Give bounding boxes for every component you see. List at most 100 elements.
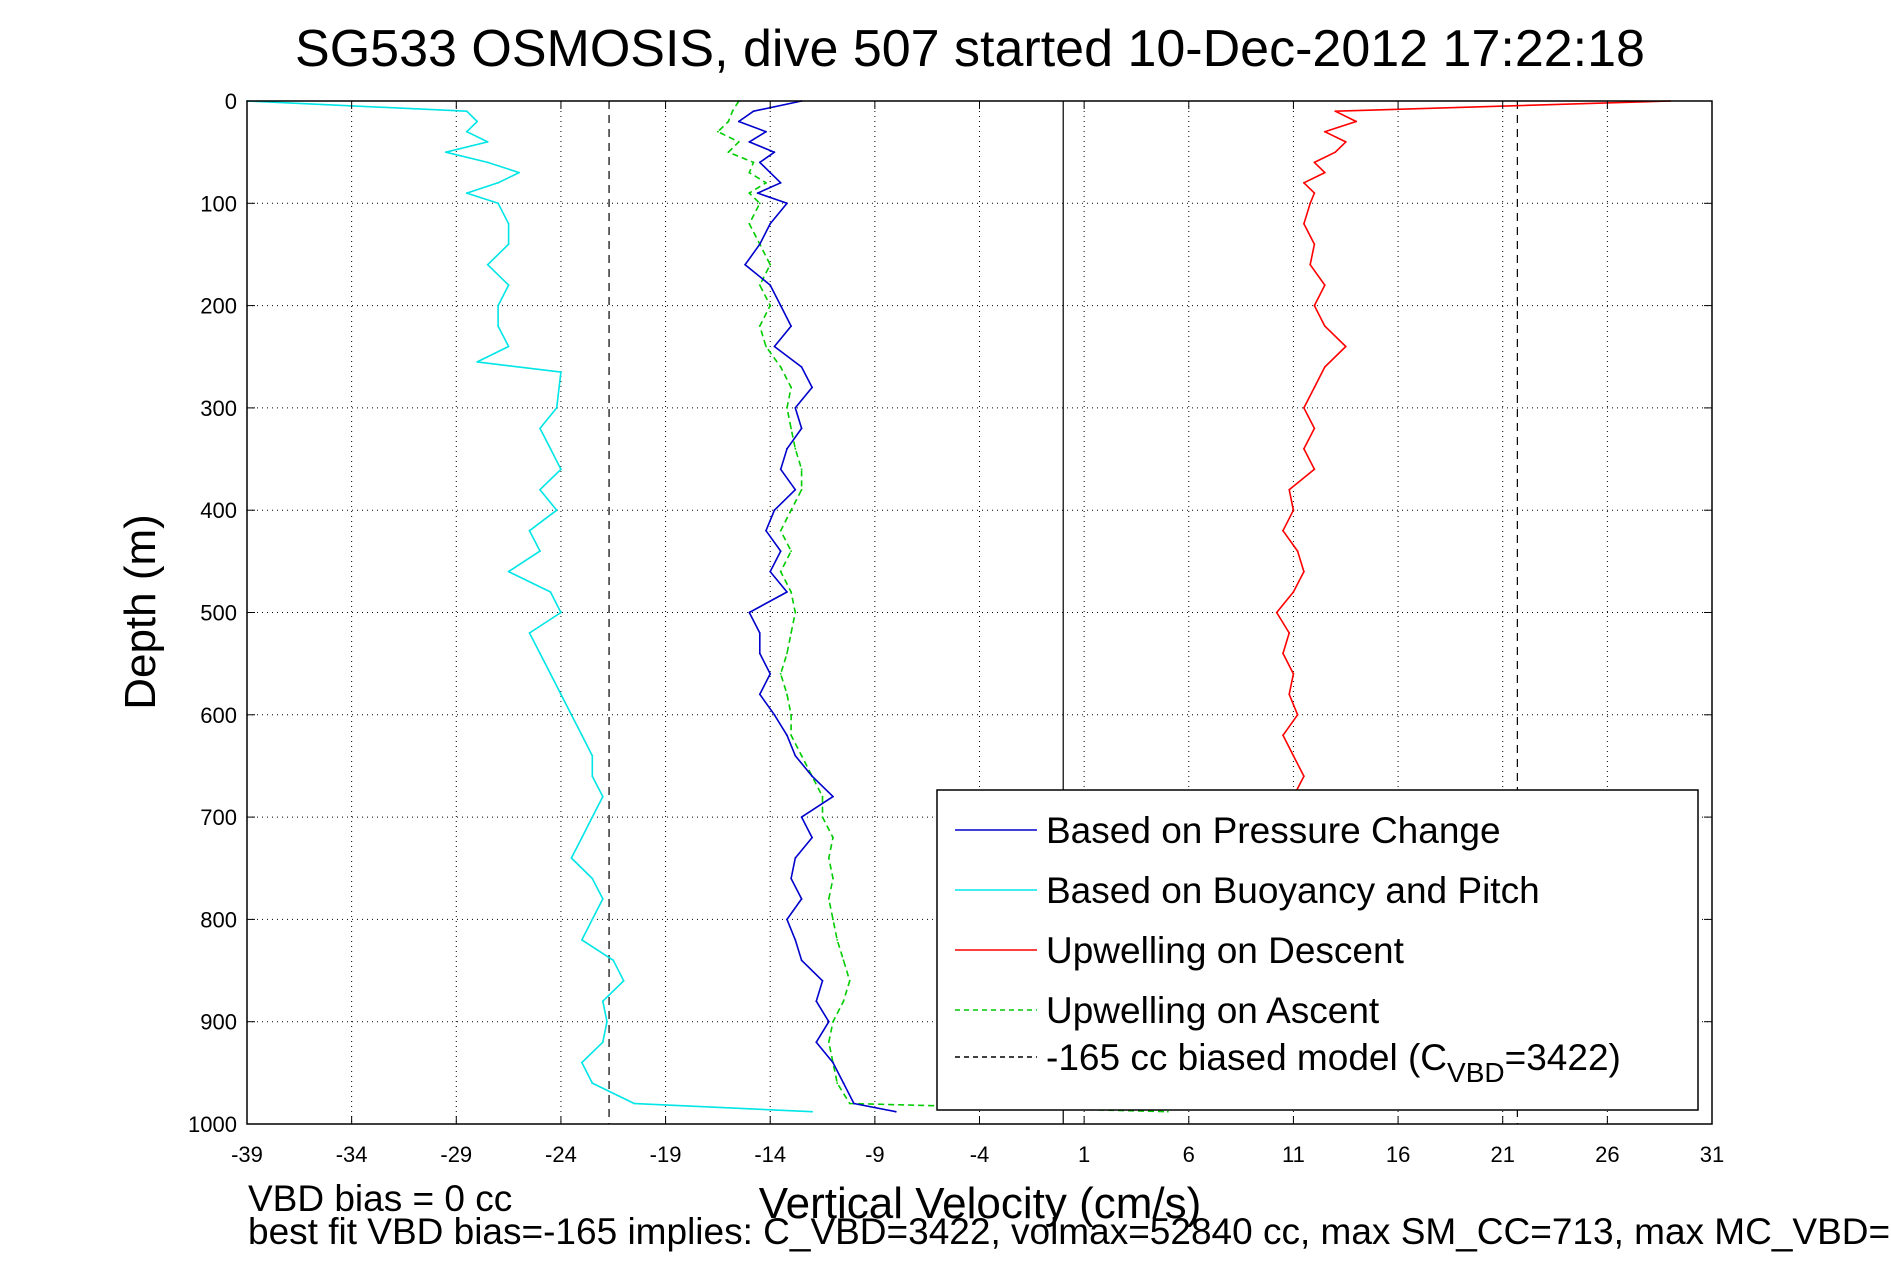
series-point <box>836 1082 839 1084</box>
series-point <box>832 877 834 880</box>
series-point <box>1282 652 1284 655</box>
x-tick-label: 26 <box>1595 1142 1619 1167</box>
series-point <box>601 1041 604 1044</box>
series-point <box>748 141 751 143</box>
series-point <box>570 713 573 716</box>
series-point <box>773 509 776 512</box>
series-point <box>1313 304 1316 307</box>
series-point <box>507 222 510 225</box>
series-point <box>811 1110 813 1113</box>
series-point <box>794 938 797 941</box>
series-point <box>1292 591 1295 593</box>
series-point <box>779 529 782 532</box>
series-line-based-on-buoyancy-and-pitch <box>246 100 813 1113</box>
series-point <box>1166 1110 1169 1113</box>
series-point <box>1323 284 1326 287</box>
series-point <box>786 591 788 593</box>
series-point <box>465 130 468 133</box>
series-point <box>1288 693 1291 696</box>
series-point <box>1309 202 1312 205</box>
series-point <box>633 1102 636 1105</box>
series-point <box>794 447 797 450</box>
chart-title: SG533 OSMOSIS, dive 507 started 10-Dec-2… <box>295 20 1645 78</box>
series-point <box>744 263 746 266</box>
series-point <box>591 816 594 818</box>
series-point <box>811 386 813 389</box>
series-point <box>528 632 531 634</box>
series-point <box>794 488 797 491</box>
series-point <box>507 243 510 246</box>
series-point <box>1355 120 1358 123</box>
series-point <box>1275 611 1278 614</box>
series-point <box>570 857 573 859</box>
series-point <box>1323 130 1326 133</box>
series-point <box>1313 427 1316 430</box>
series-point <box>497 202 500 205</box>
series-point <box>560 468 562 471</box>
series-point <box>848 979 851 982</box>
series-point <box>748 611 751 614</box>
series-point <box>507 345 510 348</box>
y-tick-label: 1000 <box>188 1112 237 1137</box>
series-point <box>794 611 797 614</box>
y-tick-label: 100 <box>200 191 237 216</box>
series-point <box>518 171 520 174</box>
series-point <box>815 1041 818 1044</box>
series-point <box>752 110 755 113</box>
series-point <box>601 898 604 900</box>
series-point <box>765 345 767 348</box>
series-point <box>800 488 803 491</box>
series-point <box>539 427 541 430</box>
series-point <box>794 754 797 757</box>
series-point <box>756 192 759 194</box>
series-point <box>1313 243 1316 246</box>
series-point <box>737 141 740 143</box>
x-tick-label: 11 <box>1282 1142 1305 1167</box>
series-point <box>794 407 797 409</box>
series-point <box>1313 192 1316 194</box>
series-point <box>549 591 552 593</box>
series-point <box>832 795 834 798</box>
series-point <box>827 1020 830 1023</box>
series-point <box>1302 447 1305 450</box>
legend-box <box>936 789 1699 1111</box>
x-tick-label: -4 <box>970 1142 990 1167</box>
chart-legend: Based on Pressure Change Based on Buoyanc… <box>936 789 1699 1111</box>
series-point <box>779 672 782 675</box>
series-point <box>790 877 793 880</box>
series-point <box>539 550 541 553</box>
series-point <box>507 570 510 573</box>
x-axis-label: Vertical Velocity (cm/s) <box>759 1179 1202 1228</box>
series-point <box>811 836 813 839</box>
series-point <box>853 1102 855 1105</box>
series-point <box>773 713 776 716</box>
series-point <box>779 570 782 573</box>
x-tick-label: -9 <box>865 1142 885 1167</box>
series-point <box>832 1061 834 1064</box>
series-point <box>748 192 751 194</box>
series-point <box>758 693 761 696</box>
series-point <box>606 1020 608 1023</box>
series-point <box>769 222 772 225</box>
series-point <box>790 591 793 593</box>
footer-best-fit: best fit VBD bias=-165 implies: C_VBD=34… <box>248 1211 1891 1252</box>
series-point <box>748 171 751 174</box>
series-point <box>811 775 813 778</box>
x-tick-label: -29 <box>440 1142 472 1167</box>
series-point <box>1323 325 1326 327</box>
legend-label-tail: =3422) <box>1505 1037 1621 1078</box>
series-point <box>769 284 772 287</box>
series-point <box>560 693 562 696</box>
series-point <box>1334 151 1337 154</box>
y-tick-label: 0 <box>225 89 237 114</box>
series-point <box>507 284 510 287</box>
x-tick-label: 31 <box>1700 1142 1724 1167</box>
series-point <box>486 161 489 164</box>
series-point <box>765 130 767 133</box>
series-point <box>1334 110 1337 113</box>
series-point <box>786 734 788 737</box>
series-point <box>800 754 803 757</box>
series-line-upwelling-on-ascent <box>717 100 1168 1113</box>
series-point <box>790 734 793 737</box>
legend-label-text: Upwelling on Ascent <box>1046 990 1380 1031</box>
